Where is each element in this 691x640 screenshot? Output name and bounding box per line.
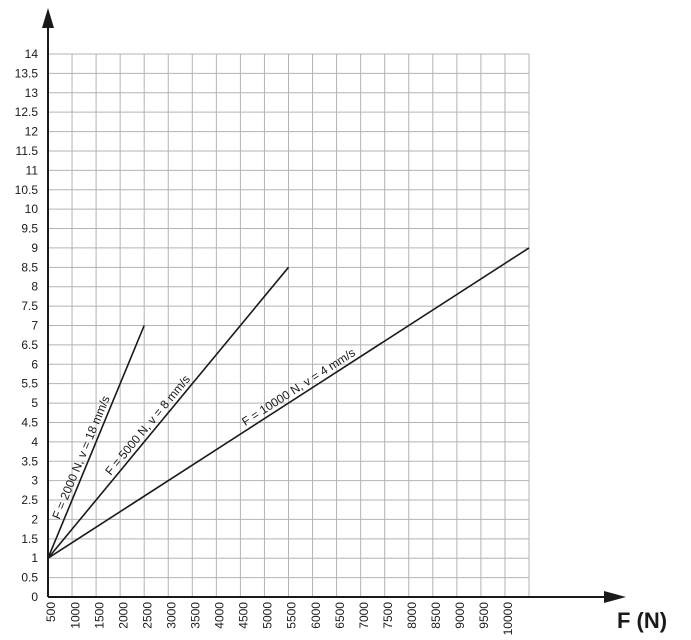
y-tick-labels: 00.511.522.533.544.555.566.577.588.599.5…: [15, 47, 39, 604]
series-labels: F = 2000 N, v = 18 mm/sF = 5000 N, v = 8…: [49, 345, 358, 521]
x-tick-label: 1500: [92, 602, 106, 629]
x-tick-label: 9000: [453, 602, 467, 629]
y-tick-label: 12: [25, 125, 39, 139]
x-tick-label: 7500: [381, 602, 395, 629]
x-tick-labels: 500 1000 1500 2000 2500 3000 3500 4000 4500 5000 5…: [44, 602, 515, 636]
y-tick-label: 8: [31, 280, 38, 294]
x-tick-label: 7000: [357, 602, 371, 629]
x-tick-label: 2500: [140, 602, 154, 629]
x-tick-label: 3000: [164, 602, 178, 629]
y-tick-label: 13.5: [15, 66, 39, 80]
y-tick-label: 2.5: [21, 493, 38, 507]
series-label: F = 2000 N, v = 18 mm/s: [49, 394, 112, 521]
y-tick-label: 13: [25, 86, 39, 100]
x-tick-label: 1000: [68, 602, 82, 629]
y-tick-label: 11.5: [16, 144, 39, 158]
y-tick-label: 9.5: [21, 222, 38, 236]
y-tick-label: 1: [31, 551, 38, 565]
y-axis-arrow: [42, 8, 54, 28]
series-line: [47, 325, 145, 559]
series-label: F = 5000 N, v = 8 mm/s: [102, 372, 193, 478]
x-tick-label: 5500: [285, 602, 299, 629]
x-tick-label: 5000: [261, 602, 275, 629]
series-line: [47, 266, 290, 559]
y-tick-label: 6: [31, 357, 38, 371]
y-tick-label: 0: [31, 590, 38, 604]
x-tick-label: 4500: [237, 602, 251, 629]
y-tick-label: 3: [31, 474, 38, 488]
y-tick-label: 5.5: [21, 377, 38, 391]
y-tick-label: 9: [31, 241, 38, 255]
y-tick-label: 5: [31, 396, 38, 410]
x-tick-label: 8500: [429, 602, 443, 629]
x-tick-label: 9500: [477, 602, 491, 629]
y-tick-label: 10.5: [15, 183, 39, 197]
y-tick-label: 4.5: [21, 415, 38, 429]
x-axis-label: F (N): [617, 608, 667, 633]
x-tick-label: 2000: [116, 602, 130, 629]
y-tick-label: 1.5: [21, 532, 38, 546]
y-tick-label: 6.5: [21, 338, 38, 352]
y-tick-label: 4: [31, 435, 38, 449]
series-lines: [47, 247, 530, 559]
y-tick-label: 12.5: [15, 105, 39, 119]
x-tick-label: 8000: [405, 602, 419, 629]
x-tick-label: 6000: [309, 602, 323, 629]
x-tick-label: 10000: [501, 602, 515, 636]
x-tick-label: 6500: [333, 602, 347, 629]
x-tick-label: 4000: [213, 602, 227, 629]
y-tick-label: 0.5: [21, 571, 38, 585]
x-axis-arrow: [604, 591, 626, 603]
axes: [42, 8, 626, 603]
y-tick-label: 7.5: [21, 299, 38, 313]
y-tick-label: 3.5: [21, 454, 38, 468]
x-tick-label: 500: [44, 602, 58, 622]
y-tick-label: 8.5: [21, 260, 38, 274]
y-tick-label: 10: [25, 202, 39, 216]
y-tick-label: 7: [31, 319, 38, 333]
grid: [48, 53, 530, 597]
series-label: F = 10000 N, v = 4 mm/s: [239, 345, 358, 428]
series-line: [47, 247, 530, 559]
x-tick-label: 3500: [189, 602, 203, 629]
y-tick-label: 2: [31, 512, 38, 526]
y-tick-label: 11: [26, 163, 39, 177]
y-tick-label: 14: [25, 47, 39, 61]
